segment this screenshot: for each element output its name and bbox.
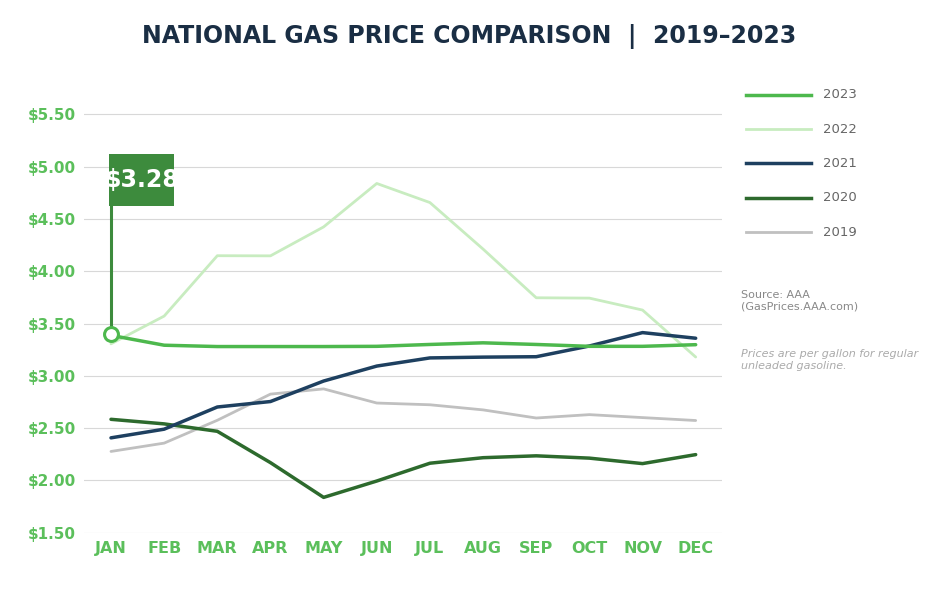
Text: $3.28: $3.28 xyxy=(104,168,178,192)
Text: 2021: 2021 xyxy=(823,157,856,170)
Text: 2022: 2022 xyxy=(823,123,856,136)
Text: Prices are per gallon for regular
unleaded gasoline.: Prices are per gallon for regular unlead… xyxy=(741,349,918,371)
Text: 2020: 2020 xyxy=(823,191,856,204)
Text: 2023: 2023 xyxy=(823,88,856,101)
Bar xyxy=(109,154,174,207)
Text: Source: AAA
(GasPrices.AAA.com): Source: AAA (GasPrices.AAA.com) xyxy=(741,290,858,311)
Text: 2019: 2019 xyxy=(823,226,856,239)
Text: NATIONAL GAS PRICE COMPARISON  |  2019–2023: NATIONAL GAS PRICE COMPARISON | 2019–202… xyxy=(142,24,796,49)
